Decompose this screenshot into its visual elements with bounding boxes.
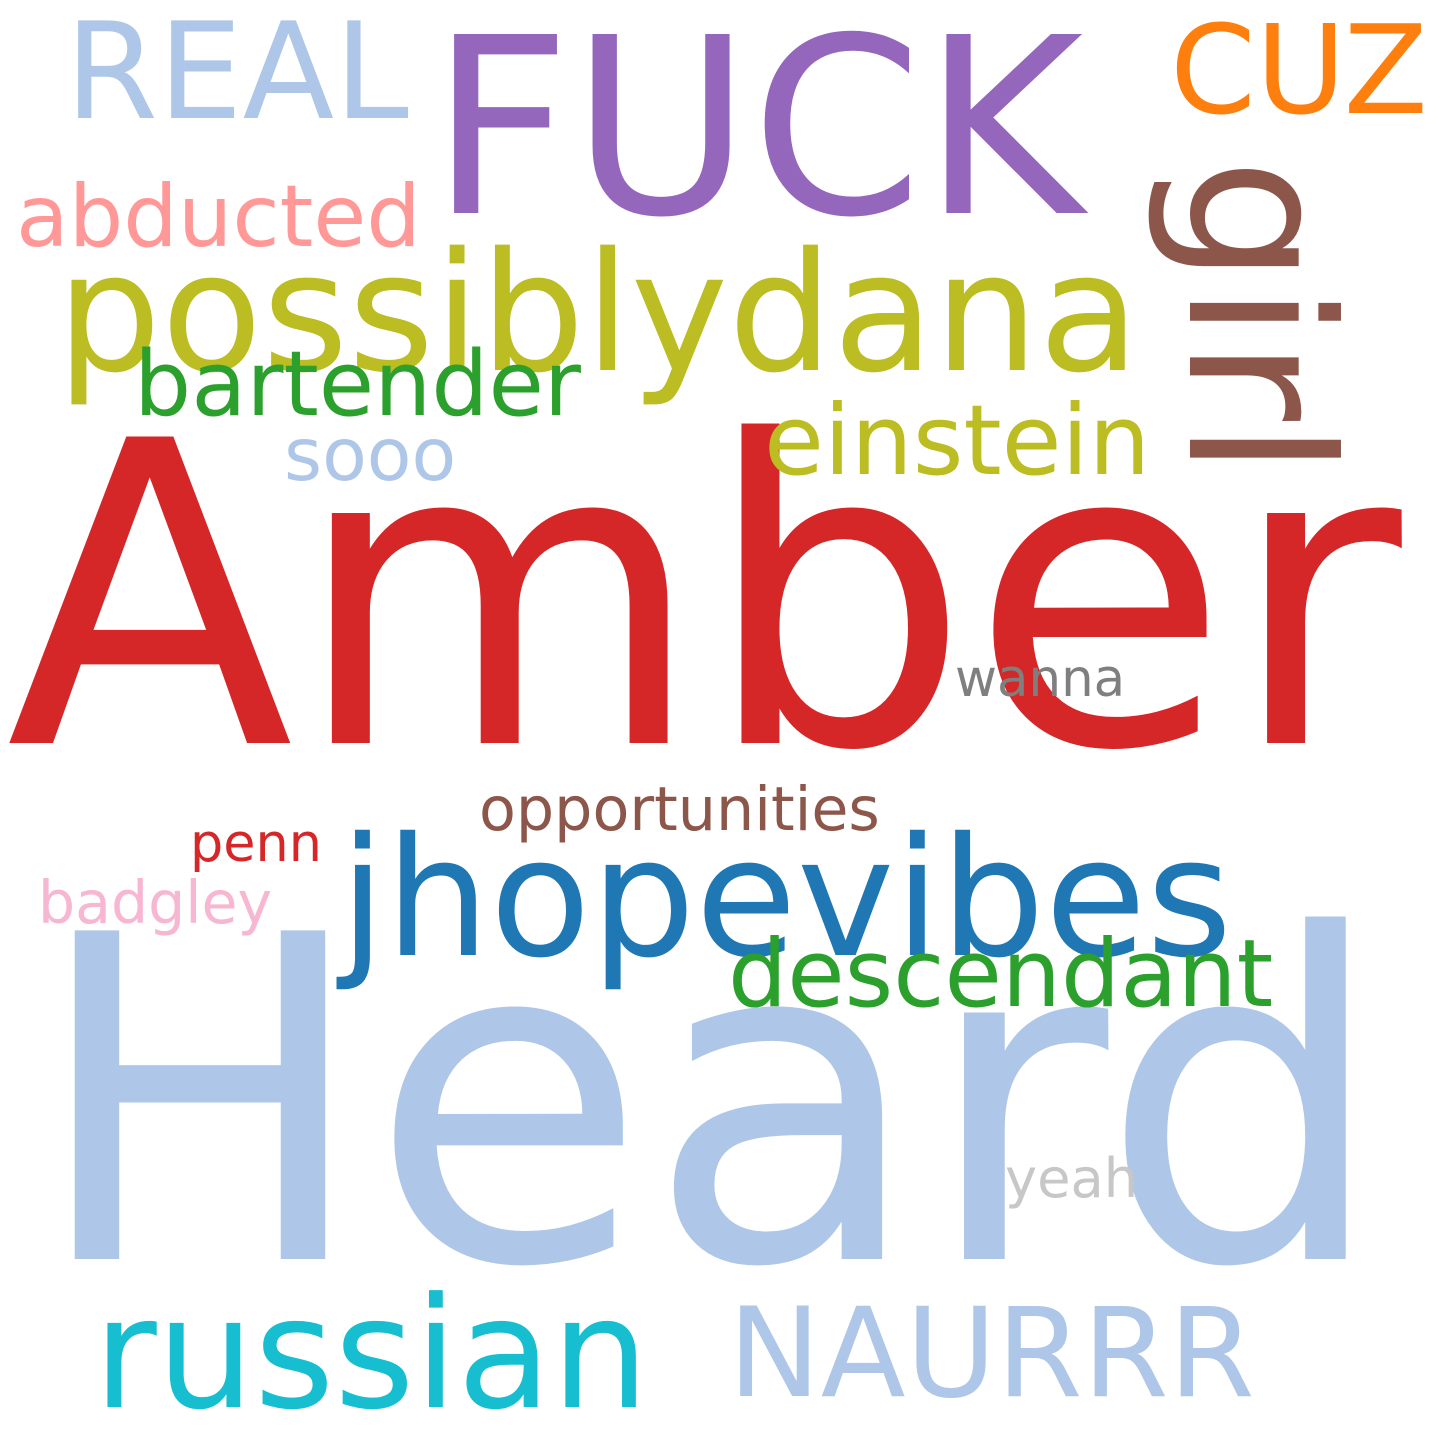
word-amber: Amber	[6, 353, 1402, 843]
word-wanna: wanna	[955, 649, 1126, 709]
word-jhopevibes: jhopevibes	[339, 802, 1233, 994]
word-russian: russian	[93, 1265, 649, 1440]
word-abducted: abducted	[16, 166, 421, 267]
word-sooo: sooo	[284, 413, 457, 498]
word-girl: girl	[1143, 157, 1374, 476]
word-naurrr: NAURRR	[728, 1281, 1255, 1426]
word-bartender: bartender	[134, 331, 581, 437]
word-yeah: yeah	[1005, 1146, 1139, 1210]
word-real: REAL	[65, 0, 409, 150]
word-badgley: badgley	[38, 869, 273, 937]
word-descendant: descendant	[728, 919, 1274, 1029]
word-cuz: CUZ	[1170, 0, 1428, 142]
word-possiblydana: possiblydana	[56, 216, 1140, 409]
word-heard: Heard	[30, 842, 1387, 1366]
word-opportunities: opportunities	[479, 774, 880, 845]
word-fuck: FUCK	[430, 0, 1084, 271]
word-penn: penn	[190, 813, 322, 874]
word-einstein: einstein	[764, 383, 1151, 497]
